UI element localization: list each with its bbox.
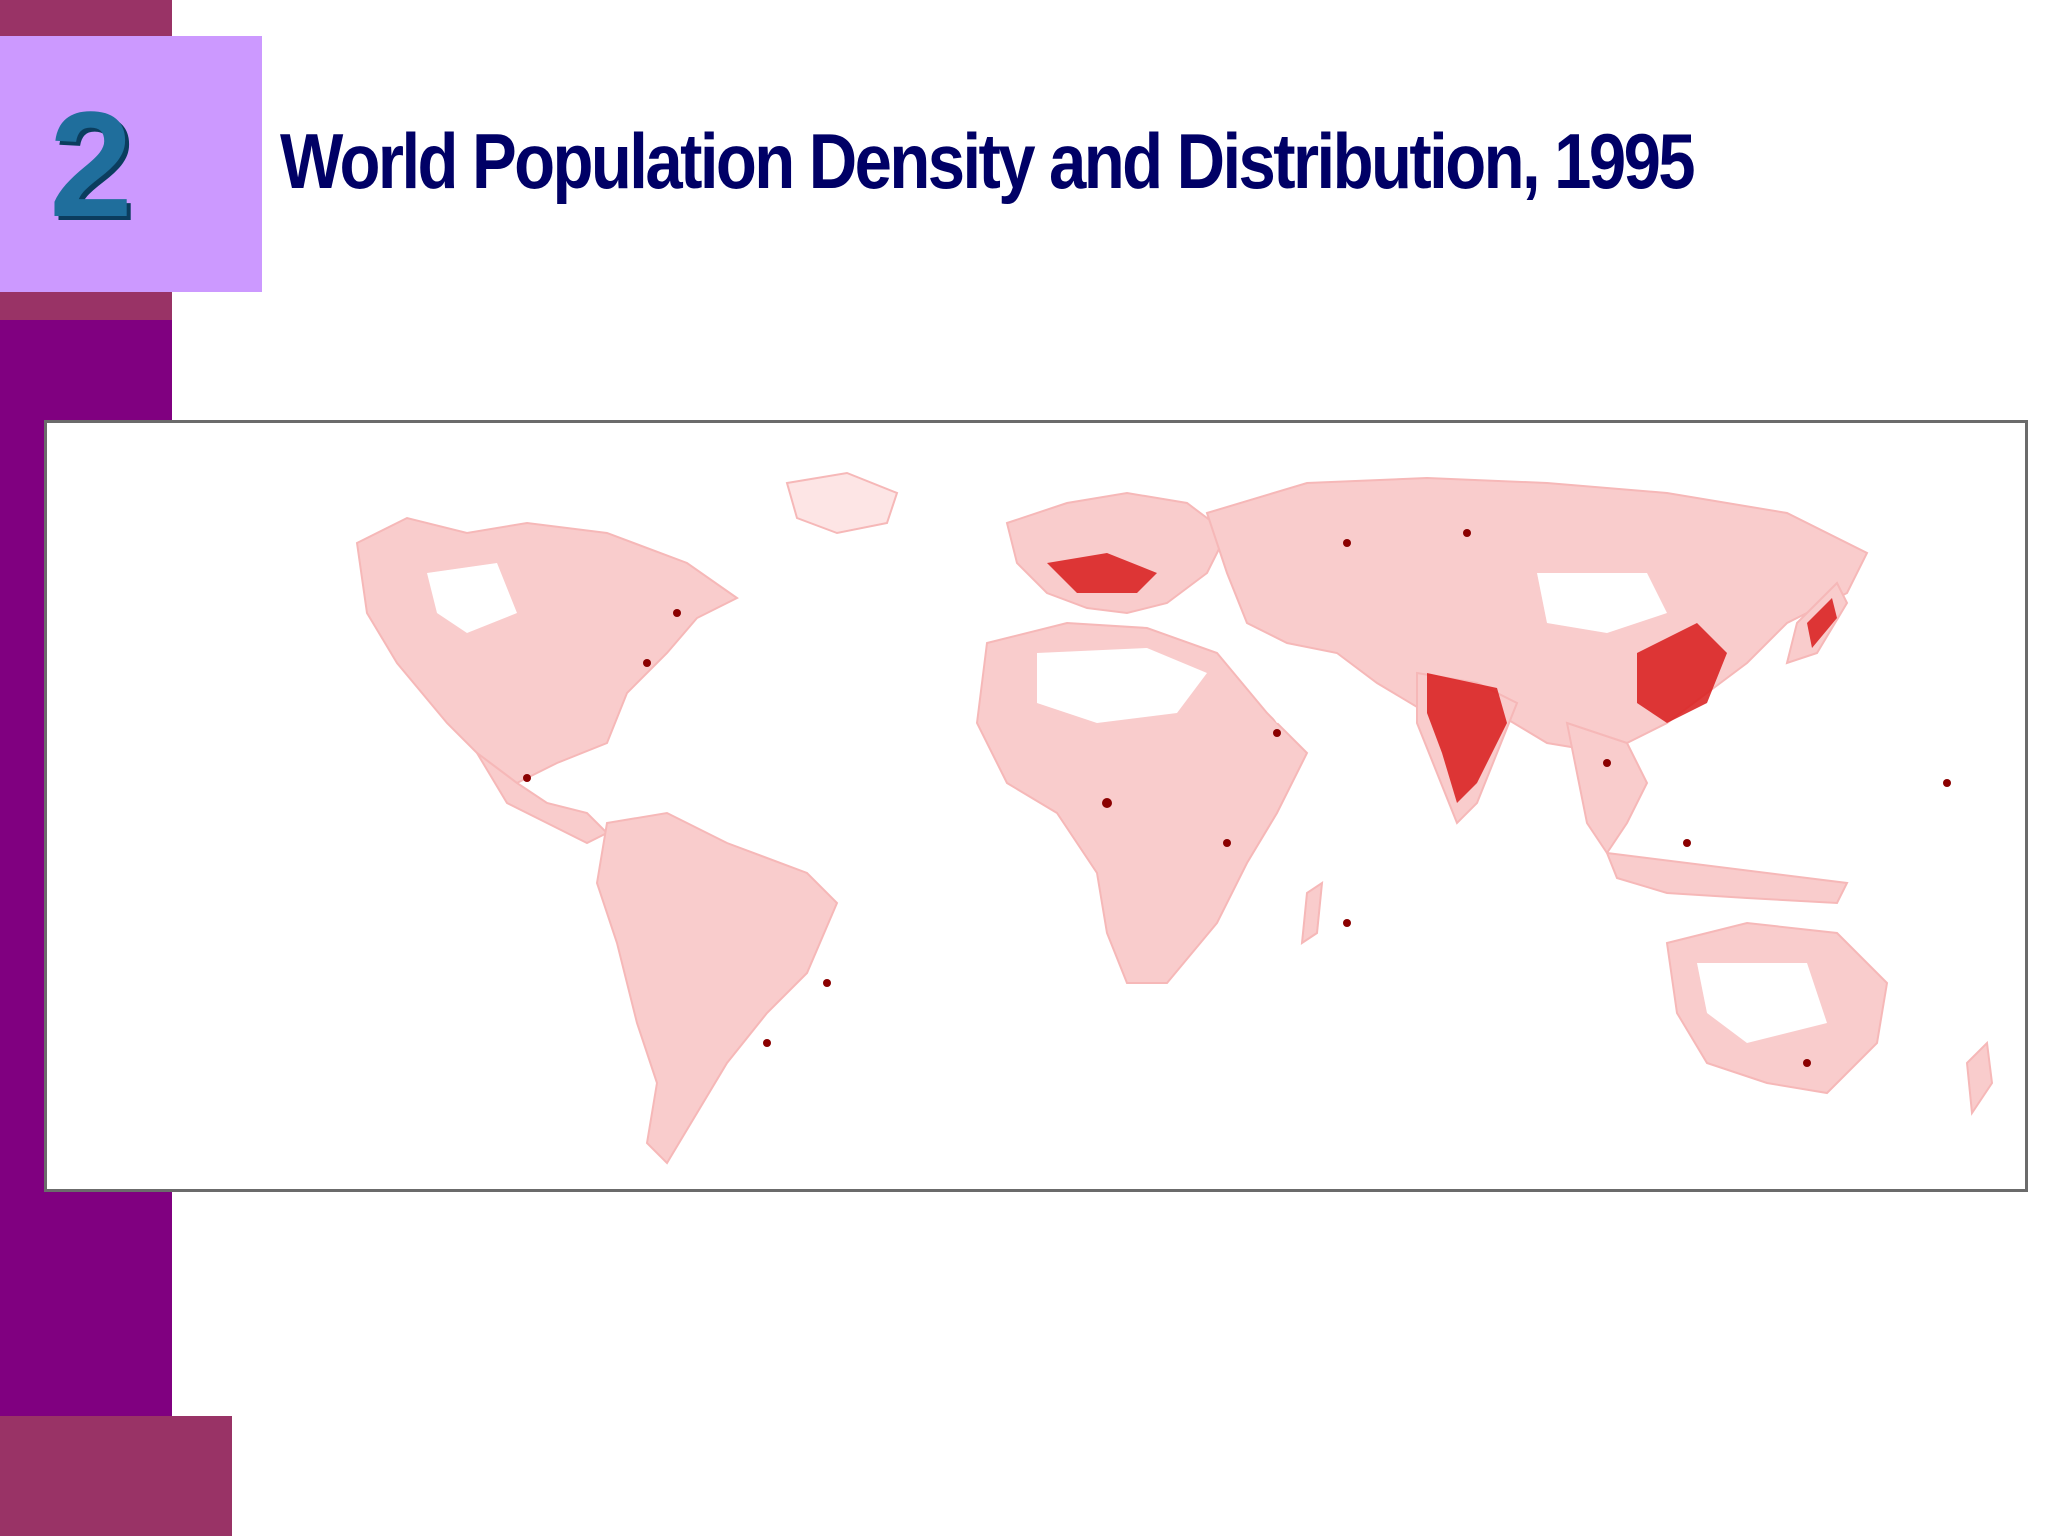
north-america-landmass <box>355 516 739 785</box>
world-map-frame <box>44 420 2028 1192</box>
greenland-landmass <box>785 471 899 535</box>
china-high-density <box>1637 623 1727 723</box>
arabian-gap <box>1247 653 1317 723</box>
north-america-gap <box>427 563 517 633</box>
india-high-density <box>1427 673 1507 803</box>
europe-high-density <box>1047 553 1157 593</box>
city-dots <box>523 529 1951 1067</box>
japan-high-density <box>1807 598 1837 648</box>
slide-title: World Population Density and Distributio… <box>280 117 1696 205</box>
europe-landmass <box>1005 491 1229 615</box>
new-zealand-landmass <box>1965 1040 1994 1116</box>
central-asia-gap <box>1537 573 1667 633</box>
indonesia-landmass <box>1605 851 1849 905</box>
southeast-asia-landmass <box>1565 721 1649 855</box>
south-america-landmass <box>595 811 839 1165</box>
world-population-map <box>355 471 1994 1165</box>
high-density-layer <box>1047 553 1837 803</box>
africa-landmass <box>975 621 1309 984</box>
empty-desert-areas <box>427 563 1827 1043</box>
australia-gap <box>1697 963 1827 1043</box>
slide-number-box: 2 <box>0 36 262 292</box>
accent-bar-top <box>0 0 172 36</box>
landmass-layer <box>355 471 1994 1165</box>
sahara-gap <box>1037 648 1207 723</box>
madagascar-landmass <box>1300 880 1324 946</box>
accent-bar-bottom <box>0 1416 232 1536</box>
slide-number: 2 <box>49 80 133 248</box>
accent-bar-mid <box>0 290 172 324</box>
